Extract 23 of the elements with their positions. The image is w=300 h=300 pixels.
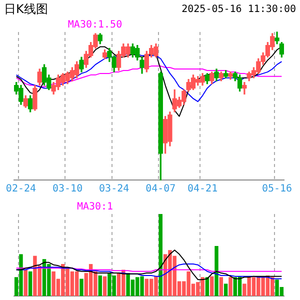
bar (214, 246, 218, 296)
x-tick-label: 03-24 (99, 184, 130, 195)
x-tick-label: 05-16 (262, 184, 292, 195)
x-tick-label: 04-07 (146, 184, 176, 195)
bar (158, 214, 162, 296)
text: MA30:1 (76, 202, 114, 213)
bar (228, 277, 232, 296)
x-tick-label: 04-21 (187, 184, 218, 195)
bar (102, 276, 107, 296)
x-tick-label: 03-10 (52, 184, 83, 195)
bar (74, 271, 79, 296)
chart-subtitle: 2025-05-16 11:30:00 (182, 4, 296, 14)
bar (144, 278, 149, 296)
bar (24, 270, 28, 296)
bar (28, 271, 32, 296)
bar (224, 284, 228, 296)
bar (80, 278, 84, 296)
bar (219, 277, 224, 296)
x-tick-label: 02-24 (6, 184, 36, 195)
bar (98, 276, 102, 296)
text: MA30:1.50 (68, 20, 122, 31)
chart-title: 日K线图 (4, 0, 48, 18)
bar (210, 276, 214, 296)
